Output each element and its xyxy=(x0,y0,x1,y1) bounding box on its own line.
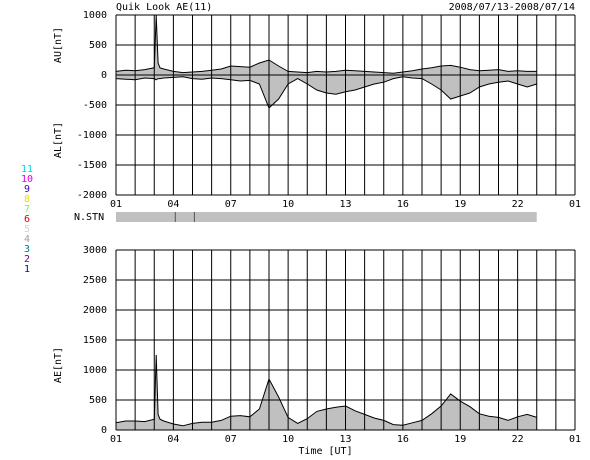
y-tick-label: 0 xyxy=(101,70,107,81)
station-count-label: 7 xyxy=(24,204,30,215)
y-tick-label: 3000 xyxy=(83,245,107,256)
series-line xyxy=(115,76,537,109)
y-tick-label: 500 xyxy=(89,395,107,406)
y-tick-label: 0 xyxy=(101,425,107,436)
y-axis-label: AU[nT] xyxy=(53,27,64,63)
station-count-label: 10 xyxy=(21,174,33,185)
strip-label: N.STN xyxy=(74,212,104,223)
x-tick-label: 04 xyxy=(167,199,179,210)
x-axis-label: Time [UT] xyxy=(298,446,352,457)
x-tick-label: 01 xyxy=(110,199,122,210)
station-count-label: 6 xyxy=(24,214,30,225)
series-line xyxy=(115,14,537,74)
x-tick-label: 07 xyxy=(225,199,237,210)
y-tick-label: -1000 xyxy=(77,130,107,141)
y-tick-label: -1500 xyxy=(77,160,107,171)
y-axis-label: AL[nT] xyxy=(53,122,64,158)
series-line xyxy=(115,354,537,427)
chart-title: Quik Look AE(11) xyxy=(116,2,212,13)
y-tick-label: 2500 xyxy=(83,275,107,286)
x-tick-label: 01 xyxy=(110,434,122,445)
x-tick-label: 19 xyxy=(454,434,466,445)
y-tick-label: 1000 xyxy=(83,365,107,376)
y-tick-label: 1500 xyxy=(83,335,107,346)
x-tick-label: 04 xyxy=(167,434,179,445)
station-count-label: 3 xyxy=(24,244,30,255)
x-tick-label: 13 xyxy=(339,199,351,210)
x-tick-label: 10 xyxy=(282,199,294,210)
y-tick-label: 1000 xyxy=(83,10,107,21)
x-tick-label: 16 xyxy=(397,434,409,445)
y-tick-label: 2000 xyxy=(83,305,107,316)
x-tick-label: 16 xyxy=(397,199,409,210)
station-count-label: 4 xyxy=(24,234,30,245)
station-count-label: 11 xyxy=(21,164,33,175)
station-strip xyxy=(116,212,537,222)
y-tick-label: -500 xyxy=(83,100,107,111)
x-tick-label: 01 xyxy=(569,434,581,445)
date-range: 2008/07/13-2008/07/14 xyxy=(449,2,575,13)
x-tick-label: 01 xyxy=(569,199,581,210)
x-tick-label: 13 xyxy=(339,434,351,445)
area-fill xyxy=(116,15,537,75)
station-count-label: 5 xyxy=(24,224,30,235)
x-tick-label: 10 xyxy=(282,434,294,445)
x-tick-label: 22 xyxy=(512,199,524,210)
x-tick-label: 22 xyxy=(512,434,524,445)
y-tick-label: -2000 xyxy=(77,190,107,201)
x-tick-label: 07 xyxy=(225,434,237,445)
station-count-label: 1 xyxy=(24,264,30,275)
station-count-label: 9 xyxy=(24,184,30,195)
station-count-label: 2 xyxy=(24,254,30,265)
y-tick-label: 500 xyxy=(89,40,107,51)
y-axis-label: AE[nT] xyxy=(53,347,64,383)
x-tick-label: 19 xyxy=(454,199,466,210)
station-count-label: 8 xyxy=(24,194,30,205)
